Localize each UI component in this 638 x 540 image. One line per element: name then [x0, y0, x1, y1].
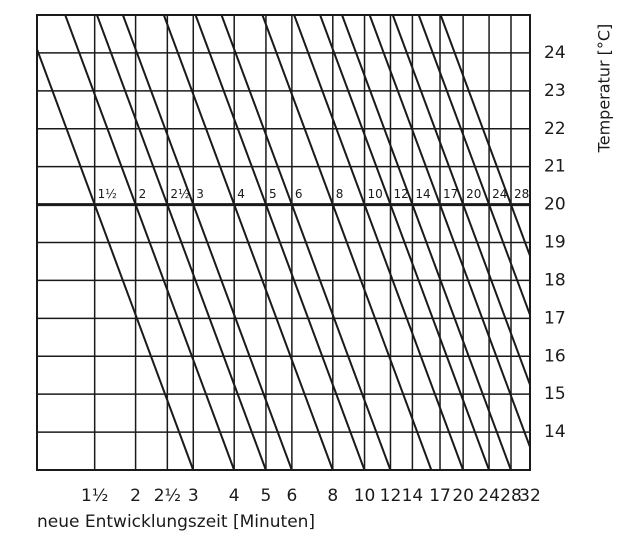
line-label: 17	[443, 187, 458, 201]
x-tick-label: 28	[500, 486, 522, 506]
y-tick-label: 15	[544, 384, 566, 404]
y-tick-label: 22	[544, 119, 566, 139]
y-tick-label: 23	[544, 81, 566, 101]
time-line	[391, 15, 530, 388]
x-tick-label: 3	[188, 486, 199, 506]
time-line	[220, 15, 392, 470]
line-label: 20	[466, 187, 481, 201]
time-line	[261, 15, 433, 470]
x-tick-label: 12	[380, 486, 402, 506]
x-tick-label: 17	[429, 486, 451, 506]
y-tick-label: 21	[544, 157, 566, 177]
time-line	[162, 15, 334, 470]
x-tick-label: 2	[130, 486, 141, 506]
x-tick-label: 5	[261, 486, 272, 506]
y-tick-label: 16	[544, 346, 566, 366]
x-tick-label: 2½	[154, 486, 181, 506]
time-line	[194, 15, 366, 470]
x-tick-label: 32	[519, 486, 541, 506]
x-tick-label: 14	[402, 486, 424, 506]
line-label: 4	[237, 187, 245, 201]
y-axis-label: Temperatur [°C]	[595, 24, 614, 154]
time-line	[341, 15, 512, 470]
line-label: 3	[196, 187, 204, 201]
time-line	[417, 15, 530, 318]
x-tick-label: 20	[452, 486, 474, 506]
x-tick-label: 4	[229, 486, 240, 506]
line-label: 14	[415, 187, 430, 201]
x-tick-label: 1½	[81, 486, 108, 506]
line-label: 2	[139, 187, 147, 201]
time-line	[319, 15, 490, 470]
line-label: 6	[295, 187, 303, 201]
y-tick-label: 19	[544, 233, 566, 253]
time-line	[121, 15, 293, 470]
y-tick-label: 20	[544, 195, 566, 215]
time-line	[439, 15, 530, 259]
line-label: 1½	[98, 187, 117, 201]
line-label: 28	[514, 187, 529, 201]
x-tick-label: 6	[286, 486, 297, 506]
x-tick-label: 24	[478, 486, 500, 506]
line-label: 2½	[170, 187, 189, 201]
time-line	[293, 15, 464, 470]
line-label: 24	[492, 187, 507, 201]
x-tick-label: 10	[354, 486, 376, 506]
x-axis-label: neue Entwicklungszeit [Minuten]	[37, 512, 315, 532]
y-tick-label: 24	[544, 43, 566, 63]
time-line	[64, 15, 236, 470]
time-line	[37, 46, 195, 470]
x-tick-label: 8	[327, 486, 338, 506]
time-line	[96, 15, 267, 470]
line-label: 10	[368, 187, 383, 201]
line-label: 12	[393, 187, 408, 201]
y-tick-label: 18	[544, 270, 566, 290]
line-label: 5	[269, 187, 277, 201]
time-line	[368, 15, 530, 450]
y-tick-label: 14	[544, 422, 566, 442]
line-label: 8	[336, 187, 344, 201]
y-tick-label: 17	[544, 308, 566, 328]
